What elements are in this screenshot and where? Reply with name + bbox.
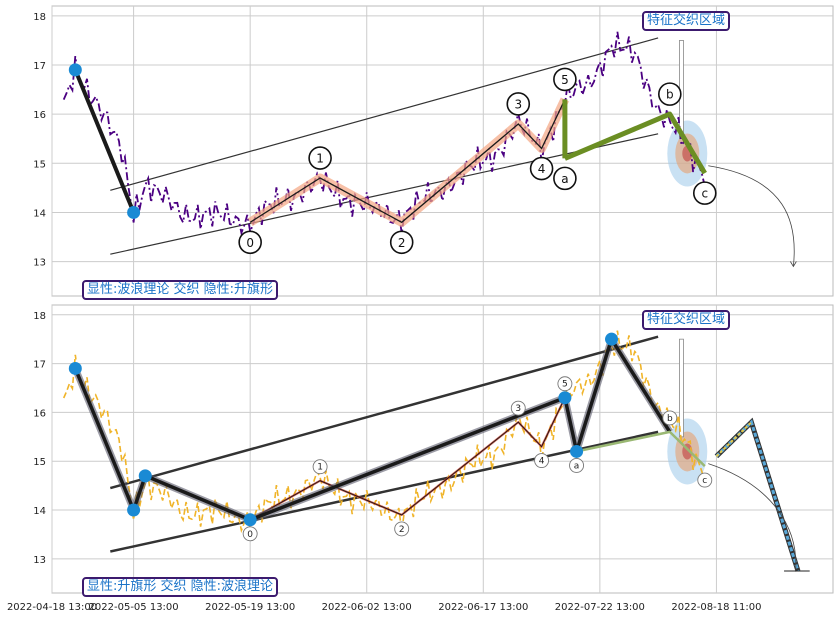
y-tick-label: 15 [33, 457, 46, 468]
panel-bottom: 13 14 15 16 17 18 0 1 2 3 4 5 a b c [33, 305, 833, 593]
x-tick-label: 2022-05-19 13:00 [205, 602, 295, 613]
pattern-point [69, 362, 82, 375]
x-tick-label: 2022-04-18 13:00 [7, 602, 97, 613]
wave-label-4: 4 [538, 162, 546, 176]
wave-label-2: 2 [398, 236, 406, 250]
x-tick-label: 2022-06-02 13:00 [322, 602, 412, 613]
wave-label-b: b [666, 88, 674, 102]
pattern-point [139, 469, 152, 482]
wave-label-c: c [702, 476, 707, 486]
pattern-point [570, 445, 583, 458]
y-tick-label: 16 [33, 408, 46, 419]
y-tick-label: 18 [33, 311, 46, 322]
y-tick-label: 13 [33, 555, 46, 566]
y-tick-label: 18 [33, 12, 46, 23]
pattern-point [244, 513, 257, 526]
y-tick-label: 13 [33, 258, 46, 269]
plot-frame [52, 305, 833, 593]
wave-label-1: 1 [317, 463, 323, 473]
wave-label-3: 3 [515, 404, 521, 414]
pattern-point [558, 391, 571, 404]
y-tick-label: 14 [33, 208, 46, 219]
wave-label-1: 1 [316, 152, 324, 166]
plot-frame [52, 6, 833, 296]
wave-label-b: b [667, 414, 673, 424]
pivot-point [69, 63, 82, 76]
x-tick-label: 2022-06-17 13:00 [438, 602, 528, 613]
wave-label-0: 0 [247, 530, 253, 540]
wave-label-4: 4 [539, 457, 545, 467]
wave-label-5: 5 [562, 380, 568, 390]
top-corner-label: 显性:波浪理论 交织 隐性:升旗形 [82, 280, 278, 300]
bottom-zone-label: 特征交织区域 [642, 310, 730, 330]
y-tick-label: 17 [33, 360, 46, 371]
bottom-corner-label: 显性:升旗形 交织 隐性:波浪理论 [82, 577, 278, 597]
wave-label-c: c [701, 187, 708, 201]
wave-label-a: a [574, 461, 580, 471]
wave-label-0: 0 [246, 236, 254, 250]
top-zone-label: 特征交织区域 [642, 11, 730, 31]
pattern-point [127, 504, 140, 517]
y-tick-label: 17 [33, 61, 46, 72]
x-tick-label: 2022-08-18 11:00 [671, 602, 761, 613]
pattern-point [605, 333, 618, 346]
panel-top: 13 14 15 16 17 18 0 1 2 3 4 5 a b c [33, 6, 833, 296]
wave-label-3: 3 [514, 97, 522, 111]
zone-pointer [679, 339, 683, 437]
wave-label-2: 2 [399, 525, 405, 535]
y-tick-label: 15 [33, 159, 46, 170]
wave-label-5: 5 [561, 73, 569, 87]
wave-label-a: a [561, 172, 568, 186]
y-tick-label: 14 [33, 506, 46, 517]
x-tick-label: 2022-05-05 13:00 [89, 602, 179, 613]
x-tick-label: 2022-07-22 13:00 [555, 602, 645, 613]
pivot-point [127, 206, 140, 219]
y-tick-label: 16 [33, 110, 46, 121]
